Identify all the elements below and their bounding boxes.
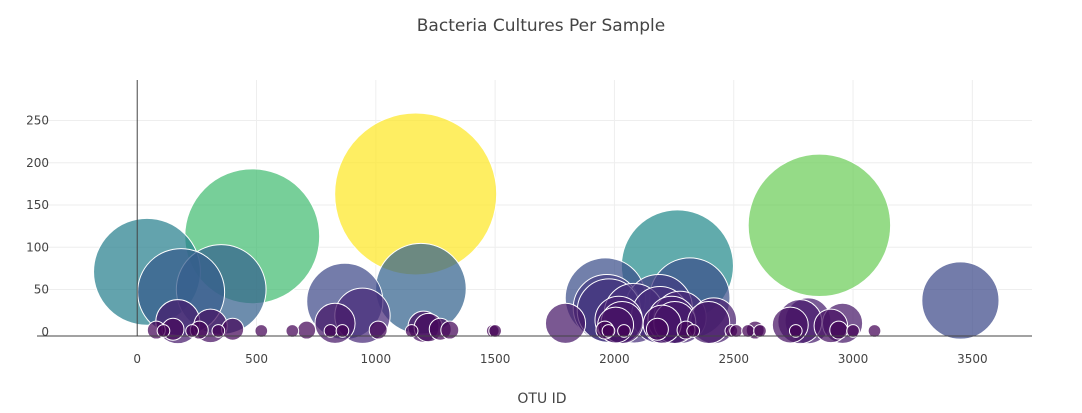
bubble-marker: [867, 324, 882, 338]
bubble-marker: [285, 324, 300, 338]
bubble-marker: [314, 302, 356, 344]
bubble-marker: [335, 324, 350, 338]
bubble-marker: [323, 324, 338, 338]
x-tick-label: 3000: [838, 352, 869, 366]
bubble-marker: [741, 324, 755, 338]
bubble-marker: [846, 324, 860, 338]
bubble-marker: [185, 324, 199, 338]
y-tick-label: 0: [41, 325, 49, 339]
bubble-marker: [488, 324, 502, 338]
bubble-marker: [211, 324, 226, 338]
y-tick-label: 100: [26, 240, 49, 254]
bubble-marker: [617, 324, 631, 338]
axes: [37, 80, 1032, 337]
bubble-marker: [368, 320, 388, 340]
x-tick-label: 2500: [718, 352, 749, 366]
bubble-marker: [753, 324, 767, 338]
bubble-marker: [601, 324, 616, 338]
bubble-marker: [771, 306, 809, 344]
x-axis-title: OTU ID: [517, 391, 566, 407]
y-tick-label: 150: [26, 198, 49, 212]
x-tick-label: 500: [245, 352, 268, 366]
bubble-marker: [645, 317, 669, 341]
bubble-layer: [93, 112, 1000, 345]
y-tick-label: 200: [26, 156, 49, 170]
x-tick-label: 3500: [957, 352, 988, 366]
y-tick-label: 50: [34, 283, 49, 297]
bubble-marker: [921, 261, 1000, 340]
tick-labels: 0 500 1000 1500 2000 2500 3000 3500 0 50 100 150 200…: [26, 114, 988, 366]
bubble-marker: [747, 153, 892, 298]
bubble-marker: [440, 320, 460, 340]
bubble-marker: [544, 302, 587, 344]
x-tick-label: 1000: [361, 352, 392, 366]
bubble-marker: [729, 324, 743, 338]
x-tick-label: 1500: [480, 352, 511, 366]
bubble-marker: [404, 324, 419, 338]
bubble-marker: [254, 324, 269, 338]
x-tick-label: 2000: [599, 352, 630, 366]
x-tick-label: 0: [133, 352, 141, 366]
bubble-marker: [156, 324, 171, 338]
bubble-marker: [788, 324, 803, 338]
y-tick-label: 250: [26, 114, 49, 128]
bubble-marker: [686, 324, 701, 338]
chart-title: Bacteria Cultures Per Sample: [417, 16, 665, 36]
